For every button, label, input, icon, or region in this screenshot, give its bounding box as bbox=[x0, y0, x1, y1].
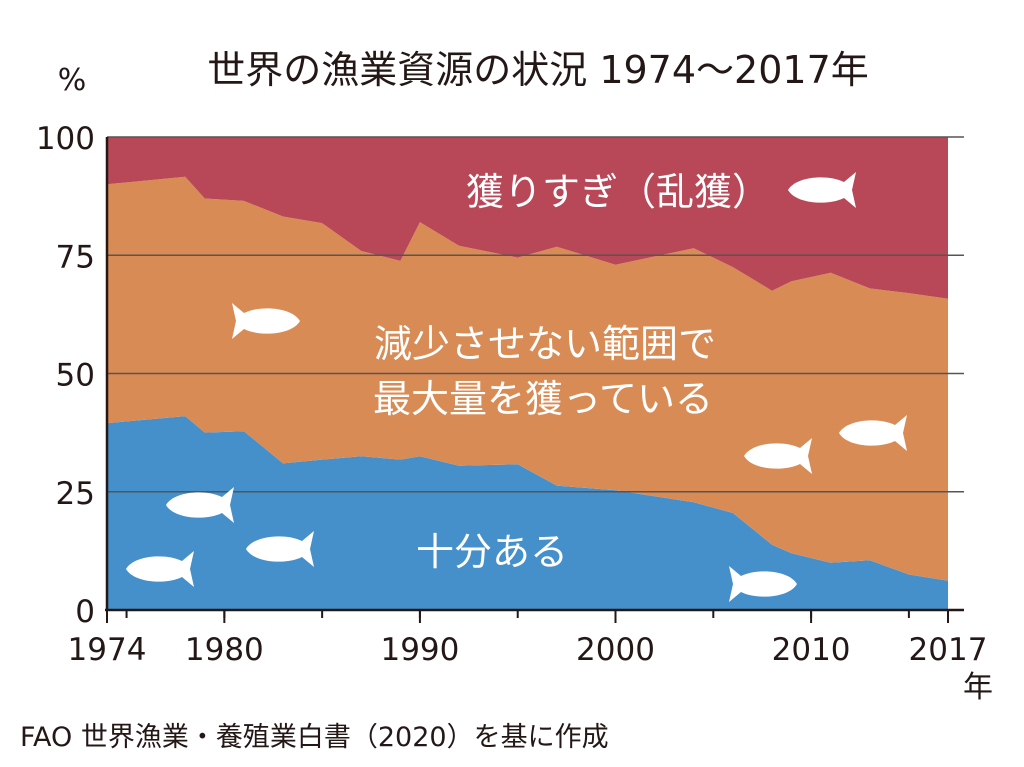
x-axis-unit: 年 bbox=[963, 670, 993, 705]
source-note: FAO 世界漁業・養殖業白書（2020）を基に作成 bbox=[20, 722, 609, 753]
y-tick-label-75: 75 bbox=[56, 239, 95, 275]
y-axis-unit: % bbox=[58, 63, 87, 98]
y-tick-label-25: 25 bbox=[56, 476, 95, 512]
label-max-sustainable-line2: 最大量を獲っている bbox=[373, 377, 713, 421]
label-overfished: 獲りすぎ（乱獲） bbox=[466, 170, 770, 214]
area-series-1 bbox=[107, 416, 948, 610]
chart-title: 世界の漁業資源の状況 1974〜2017年 bbox=[207, 48, 869, 92]
fish-icon bbox=[839, 415, 907, 451]
x-tick-label-1980: 1980 bbox=[185, 632, 264, 668]
fish-icon bbox=[729, 566, 797, 602]
fish-icon bbox=[744, 438, 812, 474]
label-max-sustainable-line1: 減少させない範囲で bbox=[374, 322, 716, 366]
label-underfished: 十分ある bbox=[416, 530, 568, 574]
fish-icon bbox=[788, 172, 856, 208]
fish-icon bbox=[232, 303, 300, 339]
y-tick-label-0: 0 bbox=[75, 594, 95, 630]
fish-icon bbox=[246, 531, 314, 567]
gridlines bbox=[107, 136, 964, 493]
x-tick-label-2000: 2000 bbox=[576, 632, 655, 668]
x-tick-label-1974: 1974 bbox=[68, 632, 147, 668]
area-series-3 bbox=[107, 137, 948, 299]
x-tick-label-1990: 1990 bbox=[380, 632, 459, 668]
axes: 0 25 50 75 100 1974 1980 1990 2000 2010 2017 bbox=[36, 121, 988, 668]
x-tick-label-2017: 2017 bbox=[909, 632, 988, 668]
y-tick-label-50: 50 bbox=[56, 358, 95, 394]
fish-icon bbox=[126, 551, 194, 587]
x-tick-label-2010: 2010 bbox=[772, 632, 851, 668]
fish-icon bbox=[166, 487, 234, 523]
plot-area bbox=[107, 137, 948, 610]
fish-decorations bbox=[126, 172, 907, 602]
y-tick-label-100: 100 bbox=[36, 121, 95, 157]
area-series-2 bbox=[107, 176, 948, 581]
